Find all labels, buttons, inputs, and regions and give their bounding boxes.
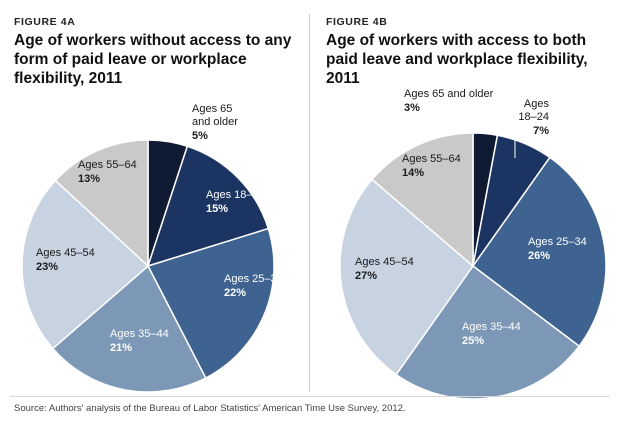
figure-4a-slice-label: Ages 45–54 23% bbox=[36, 247, 95, 273]
figure-4b-slice bbox=[471, 156, 607, 348]
figure-4b-slice-label: Ages 35–44 25% bbox=[462, 321, 521, 347]
figure-4b-slice-name: Ages 65 and older bbox=[404, 88, 494, 100]
figure-4a-slice bbox=[54, 139, 149, 268]
panel-divider bbox=[309, 14, 310, 392]
figure-4a-slice-value: 13% bbox=[78, 173, 100, 185]
figure-4b-slice-name: Ages 55–64 bbox=[402, 153, 461, 165]
footer-rule bbox=[10, 396, 610, 397]
figure-4b-title-line: Age of workers with access to both bbox=[326, 32, 587, 49]
figure-4b-slice-value: 3% bbox=[404, 102, 420, 114]
source-note: Source: Authors' analysis of the Bureau … bbox=[14, 403, 406, 414]
figure-4a-slice-name: Ages 55–64 bbox=[78, 159, 137, 171]
figure-4b-slice-value: 27% bbox=[355, 270, 377, 282]
figure-4a-slice-name: Ages 18–24 bbox=[206, 189, 265, 201]
figure-4a-slice bbox=[51, 264, 207, 393]
figure-4a-slice-label: Ages 18–24 15% bbox=[206, 189, 265, 215]
figure-4b-pie: Ages 65 and older 3% Ages 18–24 7% Ages 25–34… bbox=[339, 88, 607, 400]
figure-4a-title-line: Age of workers without access to any bbox=[14, 32, 292, 49]
figure-4a-slice-label: Ages 25–34 22% bbox=[224, 273, 283, 299]
figure-4a-slice-value: 23% bbox=[36, 261, 58, 273]
figure-4b-slice bbox=[370, 132, 474, 268]
figure-4a-slice-value: 22% bbox=[224, 287, 246, 299]
figure-4a-title-line: form of paid leave or workplace bbox=[14, 51, 247, 68]
figure-4a-slice-value: 21% bbox=[110, 342, 132, 354]
figure-4b-slice-name: Ages bbox=[524, 98, 550, 110]
figure-4b-slice bbox=[339, 178, 475, 376]
figure-4b-slice-value: 14% bbox=[402, 167, 424, 179]
figure-4a-slice bbox=[146, 145, 270, 268]
figure-4a-slice-name: Ages 65 bbox=[192, 103, 232, 115]
figure-4b-slice-name: Ages 35–44 bbox=[462, 321, 521, 333]
figure-4b-slice-name: Ages 45–54 bbox=[355, 256, 414, 268]
figure-4b-slice-value: 7% bbox=[533, 125, 549, 137]
figure-4b-title: Age of workers with access to both paid … bbox=[326, 31, 588, 88]
figure-4a-slice bbox=[146, 227, 275, 380]
figure-4b-title-line: paid leave and workplace flexibility, bbox=[326, 51, 588, 68]
figure-4a-pie: Ages 65 and older 5% Ages 18–24 15% Ages 25–3… bbox=[21, 103, 283, 393]
figure-4a-slice-label: Ages 65 and older 5% bbox=[192, 103, 238, 142]
figure-4b-slice-name: 18–24 bbox=[518, 111, 549, 123]
figure-4a-slice-value: 15% bbox=[206, 203, 228, 215]
figure-4b-slice-value: 25% bbox=[462, 335, 484, 347]
figure-4b-slice-label: Ages 25–34 26% bbox=[528, 236, 587, 262]
figure-4a-title: Age of workers without access to any for… bbox=[14, 31, 291, 88]
figure-4b-title-line: 2011 bbox=[326, 70, 360, 87]
figure-4a-slice-name: Ages 25–34 bbox=[224, 273, 283, 285]
figure-4a-title-line: flexibility, 2011 bbox=[14, 70, 123, 87]
figure-4b-slice-value: 26% bbox=[528, 250, 550, 262]
figure-4a-slice-name: and older bbox=[192, 116, 238, 128]
figure-4a-slice bbox=[21, 179, 150, 350]
figure-4a-slice-label: Ages 35–44 21% bbox=[110, 328, 169, 354]
figure-4a-slice-name: Ages 45–54 bbox=[36, 247, 95, 259]
figure-4b-slice-label: Ages 55–64 14% bbox=[402, 153, 461, 179]
figure-4a-label: FIGURE 4A bbox=[14, 16, 76, 28]
figure-4a-slice-label: Ages 55–64 13% bbox=[78, 159, 137, 185]
figure-4b-label: FIGURE 4B bbox=[326, 16, 388, 28]
figure-4b-slice-label: Ages 45–54 27% bbox=[355, 256, 414, 282]
figure-4b-slice-label: Ages 18–24 7% bbox=[518, 98, 549, 137]
figure-4b-slice bbox=[395, 264, 581, 400]
figure-4b-leader-line bbox=[514, 118, 527, 158]
figure-4b-slice-label: Ages 65 and older 3% bbox=[404, 88, 494, 114]
figure-4a-slice-name: Ages 35–44 bbox=[110, 328, 169, 340]
figure-4b-slice-name: Ages 25–34 bbox=[528, 236, 587, 248]
figure-4a-slice-value: 5% bbox=[192, 130, 208, 142]
